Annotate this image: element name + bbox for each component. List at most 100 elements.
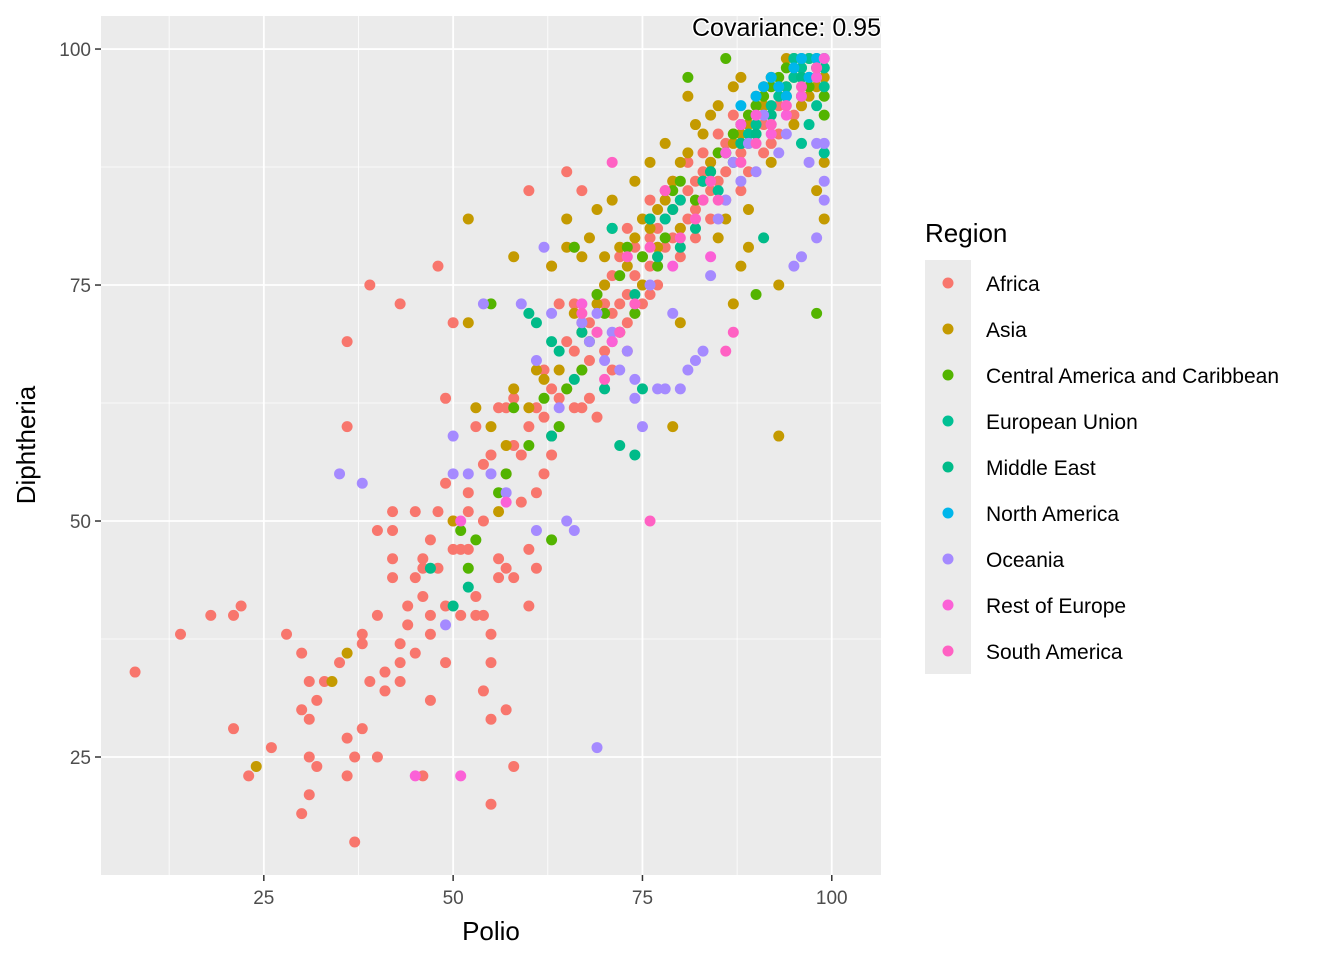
legend-label-rest-of-europe: Rest of Europe <box>986 595 1126 618</box>
point-africa <box>417 553 429 565</box>
point-oceania <box>568 524 580 536</box>
point-africa <box>341 732 353 744</box>
point-asia <box>667 421 679 433</box>
point-africa <box>553 392 565 404</box>
point-asia <box>742 119 754 131</box>
point-asia <box>523 402 535 414</box>
point-africa <box>742 166 754 178</box>
y-tick-label: 100 <box>59 40 91 61</box>
point-africa <box>477 685 489 697</box>
point-africa <box>576 402 588 414</box>
legend-key-north-america <box>942 507 954 519</box>
legend-title: Region <box>925 218 1007 248</box>
point-south-america <box>614 326 626 338</box>
point-africa <box>523 543 535 555</box>
point-asia <box>773 279 785 291</box>
point-africa <box>371 609 383 621</box>
point-asia <box>758 100 770 112</box>
point-africa <box>447 317 459 329</box>
point-africa <box>447 543 459 555</box>
point-africa <box>228 723 240 735</box>
point-north-america <box>803 71 815 83</box>
point-oceania <box>712 213 724 225</box>
point-africa <box>583 317 595 329</box>
point-middle-east <box>765 109 777 121</box>
point-africa <box>591 411 603 423</box>
y-axis-title: Diphtheria <box>11 385 41 504</box>
point-africa <box>682 185 694 197</box>
point-european-union <box>818 147 830 159</box>
point-oceania <box>697 345 709 357</box>
point-european-union <box>606 222 618 234</box>
point-africa <box>712 128 724 140</box>
point-european-union <box>795 62 807 74</box>
point-africa <box>311 760 323 772</box>
point-africa <box>417 562 429 574</box>
point-middle-east <box>636 383 648 395</box>
point-africa <box>477 515 489 527</box>
point-asia <box>682 147 694 159</box>
point-central-america-and-caribbean <box>811 307 823 319</box>
point-rest-of-europe <box>750 109 762 121</box>
point-asia <box>341 647 353 659</box>
point-oceania <box>477 298 489 310</box>
point-south-america <box>644 241 656 253</box>
point-asia <box>727 81 739 93</box>
point-oceania <box>644 279 656 291</box>
point-africa <box>561 336 573 348</box>
point-oceania <box>447 468 459 480</box>
point-north-america <box>795 52 807 64</box>
legend-key-asia <box>942 323 954 335</box>
point-africa <box>583 355 595 367</box>
x-axis-title: Polio <box>462 916 520 946</box>
point-africa <box>644 288 656 300</box>
point-oceania <box>356 477 368 489</box>
point-africa <box>341 336 353 348</box>
point-africa <box>334 657 346 669</box>
legend-label-north-america: North America <box>986 503 1119 526</box>
point-central-america-and-caribbean <box>599 307 611 319</box>
point-central-america-and-caribbean <box>750 288 762 300</box>
point-asia <box>576 251 588 263</box>
point-european-union <box>659 213 671 225</box>
point-africa <box>765 137 777 149</box>
point-middle-east <box>553 345 565 357</box>
point-africa <box>485 628 497 640</box>
point-asia <box>674 222 686 234</box>
point-africa <box>432 506 444 518</box>
point-africa <box>402 600 414 612</box>
point-oceania <box>674 383 686 395</box>
point-rest-of-europe <box>576 298 588 310</box>
point-africa <box>682 213 694 225</box>
point-south-america <box>606 156 618 168</box>
point-africa <box>546 449 558 461</box>
point-asia <box>644 156 656 168</box>
point-africa <box>379 666 391 678</box>
point-africa <box>568 298 580 310</box>
point-middle-east <box>614 440 626 451</box>
point-africa <box>402 619 414 631</box>
point-africa <box>599 345 611 357</box>
legend-key-central-america-and-caribbean <box>942 369 954 381</box>
point-oceania <box>795 251 807 263</box>
point-rest-of-europe <box>455 515 467 527</box>
point-rest-of-europe <box>720 147 732 159</box>
point-oceania <box>780 128 792 140</box>
point-africa <box>697 166 709 178</box>
point-africa <box>523 600 535 612</box>
point-asia <box>462 317 474 329</box>
point-asia <box>508 251 520 263</box>
point-oceania <box>561 515 573 527</box>
point-africa <box>409 647 421 659</box>
point-central-america-and-caribbean <box>742 109 754 121</box>
point-africa <box>689 175 701 187</box>
y-tick-label: 75 <box>70 276 91 297</box>
point-africa <box>417 770 429 782</box>
point-asia <box>795 100 807 112</box>
point-middle-east <box>705 166 717 178</box>
legend-label-asia: Asia <box>986 319 1027 342</box>
point-middle-east <box>530 317 542 329</box>
point-oceania <box>546 307 558 319</box>
point-africa <box>424 534 436 546</box>
point-oceania <box>773 147 785 159</box>
